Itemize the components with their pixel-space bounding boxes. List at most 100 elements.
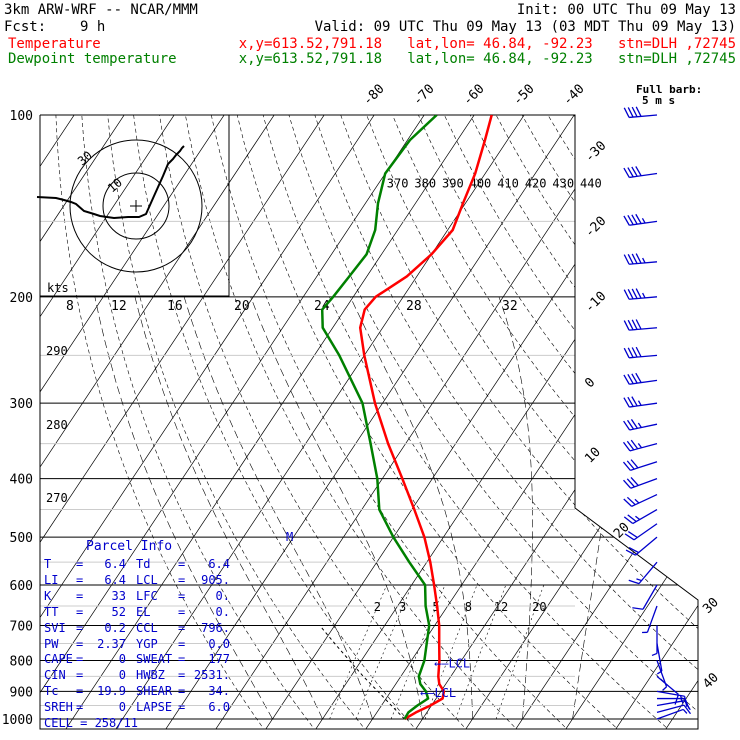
- temperature-tick-label: 20: [611, 520, 633, 542]
- parcel-label: TT: [44, 604, 59, 619]
- dry-adiabat: [159, 115, 469, 729]
- barb-flag: [627, 531, 638, 539]
- barb-shaft: [631, 493, 658, 507]
- pressure-lines: [40, 114, 698, 720]
- theta-label: 380: [414, 177, 436, 191]
- dry-adiabat: [211, 115, 571, 729]
- parcel-value: 0.2: [104, 620, 126, 635]
- barb-flag: [628, 546, 639, 554]
- barb-flag: [635, 213, 642, 224]
- barb-flag: [623, 498, 633, 507]
- mixing-ratio-label: 12: [494, 600, 508, 614]
- wind-barb: [622, 439, 658, 452]
- parcel-label: YGP: [136, 636, 158, 651]
- barb-half-flag: [651, 652, 658, 657]
- theta-label: 390: [442, 177, 464, 191]
- parcel-value: 0.: [215, 604, 230, 619]
- barb-half-flag: [642, 257, 646, 264]
- barb-flag: [627, 253, 634, 265]
- barb-flag: [628, 579, 640, 585]
- mixing-ratio-label: 3: [399, 600, 406, 614]
- temperature-tick-label: -80: [360, 82, 387, 109]
- dry-adiabat: [469, 115, 698, 729]
- barb-half-flag: [635, 515, 641, 521]
- wind-barb: [656, 643, 663, 675]
- wind-barb: [656, 704, 692, 715]
- speed-tick-label: 28: [406, 299, 422, 314]
- wind-barb: [623, 166, 658, 179]
- plot-border: [39, 114, 699, 730]
- parcel-value: 2531.: [193, 668, 230, 683]
- hodograph-frame: [40, 114, 230, 297]
- wind-barb: [623, 493, 658, 507]
- dry-adiabat: [133, 115, 419, 729]
- isotherm: [113, 115, 543, 729]
- wind-barb: [623, 253, 658, 265]
- parcel-label: K: [44, 588, 52, 603]
- parcel-value: 6.4: [104, 572, 126, 587]
- parcel-label: EL: [136, 604, 151, 619]
- wind-barb: [656, 675, 680, 705]
- dry-adiabat: [314, 115, 698, 729]
- dry-adiabat: [599, 115, 698, 729]
- barb-flag: [623, 254, 630, 265]
- wind-barbs: Full barb:5 m s: [622, 83, 702, 720]
- barb-flag: [624, 533, 635, 541]
- parcel-line: [319, 625, 405, 720]
- dry-adiabat: [262, 115, 672, 729]
- speed-tick-label: 8: [66, 299, 74, 314]
- equals-sign: =: [178, 588, 186, 603]
- isotherm: [40, 115, 293, 729]
- barb-flag: [627, 514, 637, 523]
- temperature-line: [358, 115, 493, 721]
- lcl-marker: ←–LCL: [420, 686, 456, 700]
- barb-flag: [623, 107, 630, 118]
- init-time: Init: 00 UTC Thu 09 May 13: [516, 2, 736, 18]
- temperature-location: x,y=613.52,791.18 lat,lon= 46.84, -92.23…: [238, 36, 736, 52]
- isotherm: [513, 115, 698, 729]
- parcel-value: 0: [118, 652, 126, 667]
- mixing-ratio-line: [355, 584, 413, 720]
- barb-shaft: [638, 561, 658, 585]
- barb-flag: [623, 479, 632, 489]
- moist-adiabat: [94, 296, 273, 720]
- barb-flag: [623, 347, 630, 359]
- parcel-label: Td: [136, 557, 151, 571]
- wind-barb: [623, 477, 658, 489]
- theta-label: 400: [470, 177, 492, 191]
- mixing-ratio-label: 8: [465, 600, 472, 614]
- dewpoint-location: x,y=613.52,791.18 lat,lon= 46.84, -92.23…: [238, 51, 736, 67]
- barb-flag: [626, 419, 635, 430]
- hodograph-ring: [69, 139, 203, 273]
- dry-adiabat: [81, 115, 317, 729]
- parcel-label: LFC: [136, 588, 158, 603]
- parcel-label: PW: [44, 636, 59, 651]
- pressure-tick-label: 1000: [2, 713, 33, 728]
- barb-shaft: [656, 704, 685, 713]
- barb-shaft: [630, 461, 658, 471]
- pressure-tick-label: 400: [10, 473, 33, 488]
- pressure-tick-label: 900: [10, 685, 33, 700]
- isotherm: [613, 115, 698, 729]
- equals-sign: =: [76, 636, 84, 651]
- barb-flag: [635, 288, 642, 299]
- valid-time: Valid: 09 UTC Thu 09 May 13 (03 MDT Thu …: [314, 19, 736, 35]
- barb-shaft: [656, 708, 684, 720]
- parcel-label: SVI: [44, 620, 66, 635]
- pressure-tick-label: 500: [10, 531, 33, 546]
- barb-flag: [623, 289, 630, 300]
- barb-flag: [631, 288, 638, 299]
- barb-shaft: [630, 478, 658, 489]
- barb-flag: [635, 319, 642, 330]
- moist-adiabat: [250, 296, 423, 720]
- barb-shaft: [656, 675, 679, 695]
- barb-flag: [626, 460, 635, 470]
- equals-sign: =: [76, 604, 84, 619]
- chart-header: 3km ARW-WRF -- NCAR/MMM Init: 00 UTC Thu…: [0, 0, 740, 70]
- pressure-tick-label: 600: [10, 579, 33, 594]
- parcel-value: 0.0: [208, 636, 230, 651]
- wind-barb: [632, 584, 658, 610]
- parcel-label: HWBZ: [136, 668, 165, 683]
- theta-label: 370: [387, 177, 409, 191]
- isotherm: [663, 115, 698, 729]
